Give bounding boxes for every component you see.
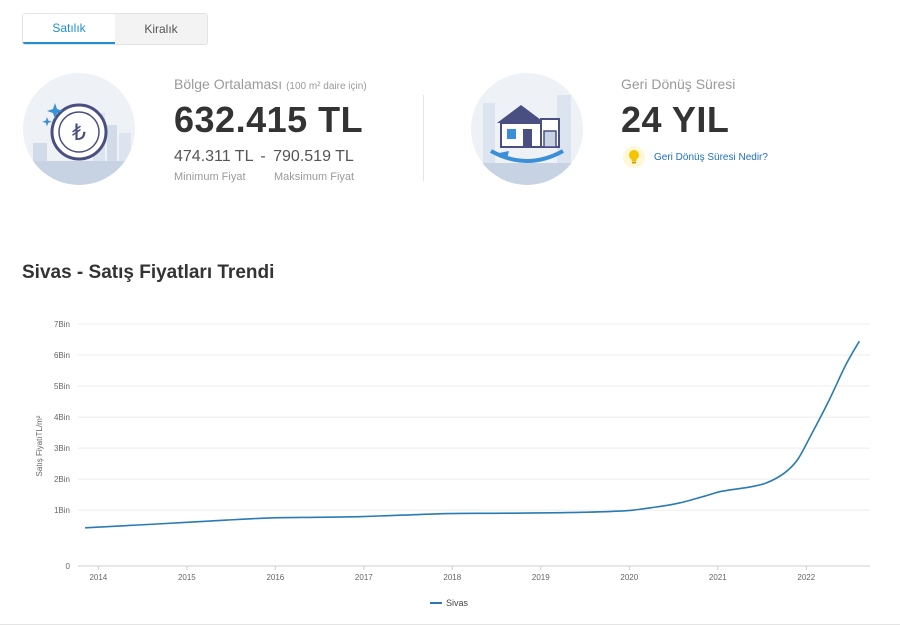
region-average-note: (100 m² daire için)	[286, 81, 367, 92]
lightbulb-icon	[623, 146, 645, 168]
svg-text:₺: ₺	[72, 121, 86, 146]
tab-kiralik[interactable]: Kiralık	[115, 14, 207, 44]
chart-legend[interactable]: Sivas	[430, 598, 469, 608]
payback-help-text: Geri Dönüş Süresi Nedir?	[654, 151, 768, 163]
x-tick-label: 2020	[620, 573, 638, 582]
min-price: 474.311 TL	[174, 148, 253, 165]
series-line-sivas	[85, 340, 861, 529]
max-price-label: Maksimum Fiyat	[274, 171, 355, 183]
listing-type-tabs: Satılık Kiralık	[22, 13, 208, 45]
x-tick-label: 2021	[709, 573, 727, 582]
region-average-value: 632.415 TL	[174, 99, 364, 140]
y-axis-label: Satış FiyatıTL/m²	[35, 415, 44, 476]
y-tick-label: 7Bin	[54, 320, 70, 329]
house-return-icon	[471, 73, 583, 185]
y-tick-label: 3Bin	[54, 444, 70, 453]
legend-label: Sivas	[446, 598, 469, 608]
stats-divider	[423, 95, 424, 181]
x-tick-label: 2019	[532, 573, 550, 582]
tab-satilik[interactable]: Satılık	[23, 14, 115, 44]
x-tick-label: 2016	[266, 573, 284, 582]
y-tick-label: 0	[66, 562, 71, 571]
range-separator: -	[260, 148, 266, 165]
max-price: 790.519 TL	[273, 148, 354, 165]
x-tick-label: 2015	[178, 573, 196, 582]
x-tick-label: 2018	[443, 573, 461, 582]
x-tick-label: 2017	[355, 573, 373, 582]
region-average-title: Bölge Ortalaması	[174, 76, 283, 92]
payback-value: 24 YIL	[621, 99, 730, 140]
region-average-label: Bölge Ortalaması (100 m² daire için)	[174, 76, 367, 92]
y-tick-label: 4Bin	[54, 413, 70, 422]
payback-help-link[interactable]: Geri Dönüş Süresi Nedir?	[623, 146, 768, 168]
min-price-label: Minimum Fiyat	[174, 171, 246, 183]
y-tick-label: 5Bin	[54, 382, 70, 391]
y-tick-label: 2Bin	[54, 475, 70, 484]
price-range: 474.311 TL - 790.519 TL	[174, 148, 354, 166]
y-tick-label: 1Bin	[54, 506, 70, 515]
y-tick-label: 6Bin	[54, 351, 70, 360]
x-tick-label: 2022	[797, 573, 815, 582]
bottom-divider	[0, 624, 900, 625]
payback-label: Geri Dönüş Süresi	[621, 76, 736, 92]
lira-coin-icon: ₺	[23, 73, 135, 185]
chart-title: Sivas - Satış Fiyatları Trendi	[22, 262, 275, 283]
x-tick-label: 2014	[89, 573, 107, 582]
price-trend-chart: 0 1Bin 2Bin 3Bin 4Bin 5Bin 6Bin 7Bin 2014 2015 20…	[35, 320, 870, 608]
